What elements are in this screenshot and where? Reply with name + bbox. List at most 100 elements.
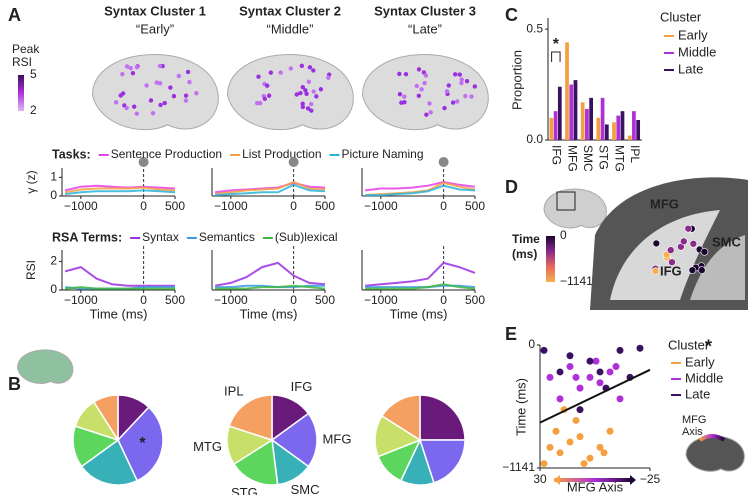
legend-title: RSI <box>12 55 32 69</box>
pie-label: SMC <box>291 482 320 495</box>
scatter-point <box>546 443 554 451</box>
electrode-dot <box>144 83 149 88</box>
pie-annotation: * <box>139 435 146 452</box>
panel-letter: A <box>8 5 21 25</box>
electrode-dot <box>300 104 306 110</box>
colorbar-tick-label: 2 <box>30 103 37 117</box>
pie-slice <box>228 394 273 442</box>
pie-label: MTG <box>193 439 222 454</box>
x-tick-label: STG <box>597 145 611 170</box>
bar <box>589 97 594 140</box>
electrode-dot <box>300 84 306 90</box>
electrode-dot <box>700 247 709 256</box>
scatter-point <box>556 368 564 376</box>
colorbar <box>18 75 24 111</box>
bar <box>600 97 605 140</box>
electrode-dot <box>183 98 189 103</box>
bar <box>632 111 636 140</box>
electrode-dot <box>124 105 129 111</box>
electrode-dot <box>446 83 451 88</box>
electrode-dot <box>311 89 316 94</box>
y-axis-label: RSI <box>24 260 38 280</box>
electrode-dot <box>294 92 299 97</box>
electrode-dot <box>305 106 311 111</box>
scatter-point <box>616 395 624 403</box>
legend-entry: Syntax <box>142 230 179 244</box>
electrode-dot <box>128 66 133 71</box>
series-line <box>64 184 176 192</box>
series-line <box>64 266 175 287</box>
x-tick-label: −1000 <box>364 293 398 307</box>
scatter-point <box>596 443 604 451</box>
series-line <box>64 189 176 196</box>
x-tick-label: 0 <box>140 199 147 213</box>
pie-slice <box>419 394 466 441</box>
speaker-icon <box>288 157 299 167</box>
x-tick-label: IPL <box>628 145 642 163</box>
electrode-dot <box>185 69 191 75</box>
electrode-dot <box>299 63 305 69</box>
pie-slice <box>270 412 318 468</box>
electrode-dot <box>298 90 303 96</box>
x-axis-label: Time (ms) <box>389 306 447 321</box>
series-line <box>214 261 326 287</box>
scatter-point <box>576 406 584 414</box>
series-line <box>365 283 476 290</box>
electrode-dot <box>308 101 314 107</box>
x-tick-label: MTG <box>612 145 626 172</box>
axis-gradient-arrow <box>554 478 634 482</box>
bar <box>620 111 625 140</box>
legend-title: Tasks: <box>52 147 91 161</box>
electrode-dot <box>472 84 478 89</box>
electrode-dot <box>266 93 272 98</box>
electrode-dot <box>688 266 697 274</box>
electrode-dot <box>454 99 460 104</box>
scatter-point <box>556 449 564 457</box>
electrode-dot <box>183 93 189 98</box>
x-axis-label: Time (ms) <box>239 306 297 321</box>
scatter-point <box>546 373 554 381</box>
pie-slice <box>418 439 466 484</box>
electrode-dot <box>450 100 456 105</box>
colorbar-title: Time <box>512 232 540 246</box>
series-line <box>215 284 326 290</box>
series-line <box>364 180 476 192</box>
x-tick-label: 0 <box>290 293 297 307</box>
scatter-point <box>572 416 580 424</box>
x-tick-label: MFG <box>565 145 579 172</box>
panel-letter: D <box>505 177 518 197</box>
electrode-dot <box>314 94 319 99</box>
pie-slice <box>380 394 421 442</box>
electrode-dot <box>403 71 409 77</box>
bar <box>573 80 578 140</box>
scatter-point <box>596 368 604 376</box>
electrode-dot <box>402 94 407 99</box>
electrode-dot <box>459 80 464 86</box>
pie-slice <box>232 438 279 486</box>
scatter-point <box>576 384 584 392</box>
electrode-dot <box>689 239 698 248</box>
electrode-dot <box>423 73 429 78</box>
electrode-dot <box>120 71 125 77</box>
electrode-dot <box>311 68 316 73</box>
electrode-dot <box>452 72 458 77</box>
electrode-dot <box>422 80 427 86</box>
brain-inset <box>16 349 74 384</box>
brain <box>361 54 489 131</box>
scatter-point <box>600 449 608 457</box>
electrode-dot <box>303 88 308 93</box>
electrode-dot <box>113 100 119 105</box>
legend-entry: Middle <box>678 44 716 59</box>
electrode-dot <box>254 100 260 106</box>
scatter-point <box>636 344 644 352</box>
electrode-dot <box>416 93 422 98</box>
legend-entry: Early <box>685 354 715 369</box>
electrode-dot <box>464 78 470 84</box>
electrode-dot <box>428 110 433 115</box>
x-tick-label: −25 <box>640 472 661 486</box>
electrode-dot <box>134 64 140 70</box>
region-label: MFG <box>650 196 679 211</box>
x-tick-label: 500 <box>165 293 185 307</box>
speaker-icon <box>138 157 149 167</box>
electrode-dot <box>307 65 313 70</box>
